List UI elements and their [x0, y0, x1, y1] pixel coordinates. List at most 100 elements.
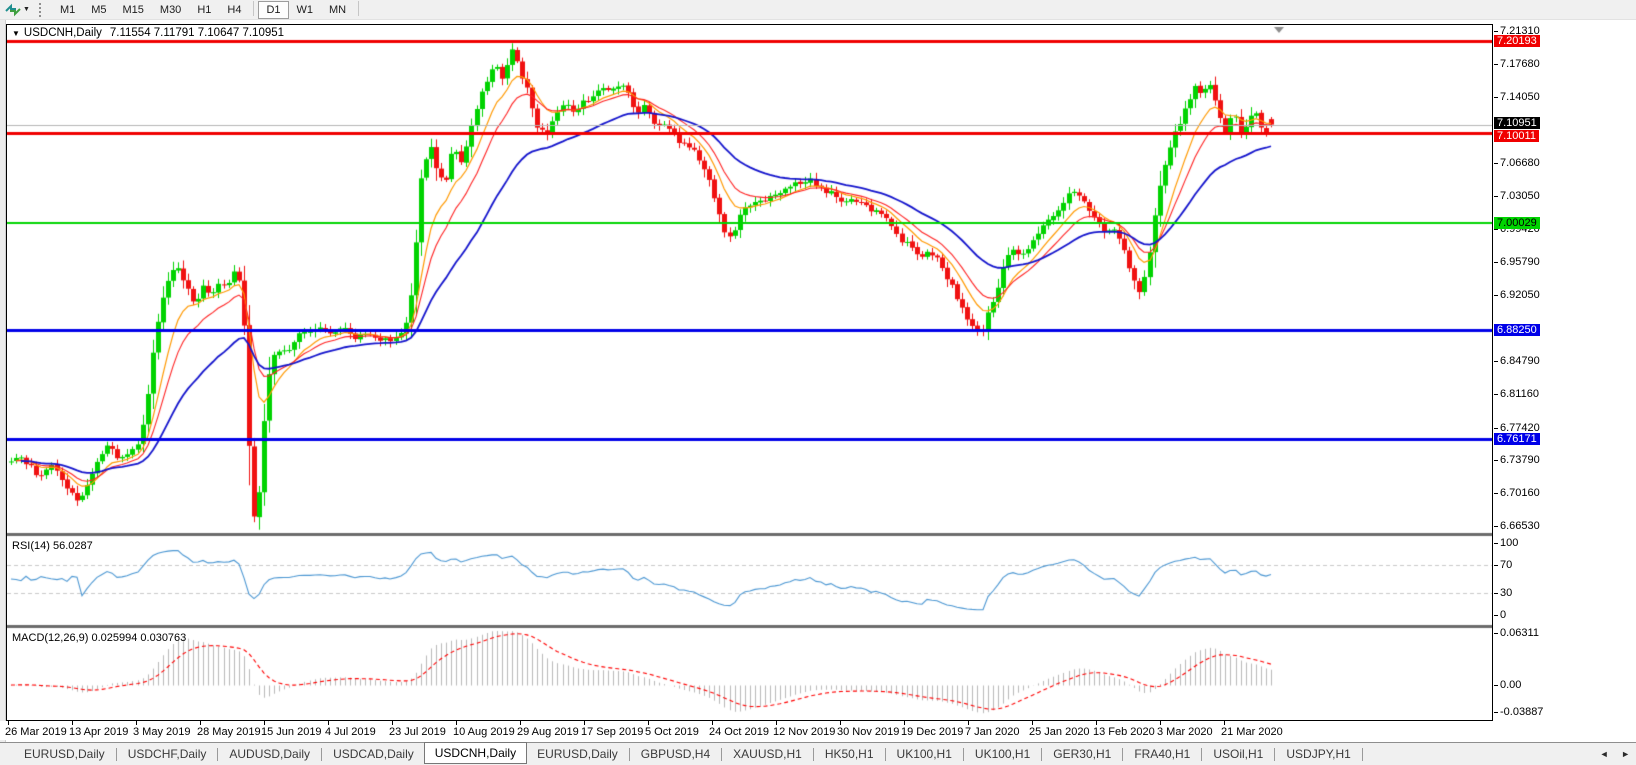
- rsi-axis-label-mark: [1494, 543, 1498, 544]
- rsi-indicator-label: RSI(14) 56.0287: [12, 540, 93, 552]
- tab-separator: [721, 747, 723, 761]
- timeframe-button-m15[interactable]: M15: [122, 4, 144, 16]
- rsi-axis-label-mark: [1494, 593, 1498, 594]
- price-tick-label-mark: [1494, 97, 1498, 98]
- date-tick-mark: [1160, 721, 1161, 725]
- tabs-scroll-right-icon[interactable]: ►: [1621, 749, 1630, 759]
- date-tick-mark: [520, 721, 521, 725]
- date-label: 3 May 2019: [133, 726, 191, 738]
- chart-tab-ger30-h1[interactable]: GER30,H1: [1053, 747, 1112, 761]
- price-tick-label-mark: [1494, 295, 1498, 296]
- rsi-axis-label-mark: [1494, 615, 1498, 616]
- rsi-axis-label: 30: [1500, 587, 1513, 599]
- date-tick-mark: [200, 721, 201, 725]
- rsi-axis-label: 0: [1500, 609, 1507, 621]
- chart-tab-gbpusd-h4[interactable]: GBPUSD,H4: [640, 747, 711, 761]
- rsi-axis-label: 70: [1500, 559, 1513, 571]
- tab-separator: [812, 747, 814, 761]
- chart-tab-audusd-daily[interactable]: AUDUSD,Daily: [229, 747, 311, 761]
- date-tick-mark: [8, 721, 9, 725]
- macd-axis-label-mark: [1494, 633, 1498, 634]
- price-tick-label-mark: [1494, 163, 1498, 164]
- date-tick-mark: [776, 721, 777, 725]
- chart-tab-xauusd-h1[interactable]: XAUUSD,H1: [733, 747, 802, 761]
- date-tick-mark: [648, 721, 649, 725]
- price-tick-label: 6.70160: [1500, 487, 1540, 499]
- date-tick-mark: [328, 721, 329, 725]
- price-tick-label-mark: [1494, 31, 1498, 32]
- toolbar-grip[interactable]: [38, 2, 43, 17]
- tabs-scroll-left-icon[interactable]: ◄: [1599, 749, 1609, 759]
- price-tick-label: 6.84790: [1500, 355, 1540, 367]
- price-badge: 7.10951: [1494, 117, 1540, 129]
- price-tick-label-mark: [1494, 460, 1498, 461]
- price-tick-label-mark: [1494, 229, 1498, 230]
- chart-tabs-bar: EURUSD,Daily USDCHF,Daily AUDUSD,Daily USDC…: [0, 742, 1636, 765]
- timeframe-button-m1[interactable]: M1: [59, 4, 76, 16]
- chart-tab-eurusd-daily[interactable]: EURUSD,Daily: [24, 747, 105, 761]
- toolbar-dropdown-arrow-icon[interactable]: ▼: [23, 6, 30, 13]
- date-tick-mark: [392, 721, 393, 725]
- price-tick-label-mark: [1494, 196, 1498, 197]
- timeframe-button-d1[interactable]: D1: [258, 1, 289, 19]
- price-tick-label: 7.14050: [1500, 91, 1540, 103]
- rsi-axis-label: 100: [1500, 537, 1519, 549]
- date-tick-mark: [136, 721, 137, 725]
- macd-axis-label-mark: [1494, 712, 1498, 713]
- price-axis[interactable]: 7.21310 7.17680 7.14050 7.06680 7.03050 6.994…: [1494, 24, 1636, 740]
- timeframe-buttons: M1 M5 M15 M30 H1 H4 D1 W1 MN: [52, 0, 363, 19]
- chart-tab-hk50-h1[interactable]: HK50,H1: [824, 747, 874, 761]
- price-tick-label: 6.81160: [1500, 388, 1539, 400]
- chart-tab-usoil-h1[interactable]: USOil,H1: [1213, 747, 1264, 761]
- date-label: 30 Nov 2019: [837, 726, 900, 738]
- price-tick-label: 6.77420: [1500, 422, 1540, 434]
- price-tick-label-mark: [1494, 394, 1498, 395]
- timeframe-button-h4[interactable]: H4: [227, 4, 242, 16]
- chart-ohlc-values: 7.11554 7.11791 7.10647 7.10951: [109, 27, 285, 39]
- date-label: 13 Apr 2019: [69, 726, 129, 738]
- tab-separator: [217, 747, 219, 761]
- price-tick-label: 6.66530: [1500, 520, 1540, 532]
- timeframe-button-h1[interactable]: H1: [197, 4, 212, 16]
- timeframe-button-m30[interactable]: M30: [159, 4, 182, 16]
- price-tick-label: 7.03050: [1500, 190, 1540, 202]
- chart-tab-usdcnh-daily[interactable]: USDCNH,Daily: [423, 742, 528, 764]
- date-tick-mark: [1032, 721, 1033, 725]
- chart-tab-usdcad-daily[interactable]: USDCAD,Daily: [333, 747, 414, 761]
- price-badge: 7.20193: [1494, 35, 1540, 47]
- chart-tab-usdchf-daily[interactable]: USDCHF,Daily: [127, 747, 207, 761]
- chart-symbol-label: USDCNH,Daily: [23, 27, 102, 39]
- tab-separator: [115, 747, 117, 761]
- price-chart-canvas[interactable]: [7, 25, 1492, 719]
- tab-separator: [962, 747, 964, 761]
- date-tick-mark: [456, 721, 457, 725]
- chart-tab-eurusd-daily[interactable]: EURUSD,Daily: [537, 747, 618, 761]
- price-tick-label-mark: [1494, 493, 1498, 494]
- price-badge: 7.00029: [1494, 217, 1540, 229]
- chart-title-collapse-icon[interactable]: ▼: [12, 29, 20, 38]
- toolbar-separator: [253, 1, 255, 17]
- date-axis[interactable]: 26 Mar 2019 13 Apr 2019 3 May 2019 28 May 2…: [0, 721, 1493, 740]
- timeframe-button-w1[interactable]: W1: [296, 4, 314, 16]
- date-label: 13 Feb 2020: [1093, 726, 1155, 738]
- date-tick-mark: [1096, 721, 1097, 725]
- chart-tab-uk100-h1[interactable]: UK100,H1: [896, 747, 952, 761]
- price-badge: 6.76171: [1494, 433, 1540, 445]
- window-left-edge: [0, 20, 6, 765]
- date-label: 28 May 2019: [197, 726, 261, 738]
- tab-separator: [1041, 747, 1043, 761]
- tabs-scroll: ◄ ►: [1590, 749, 1630, 759]
- chart-tab-usdjpy-h1[interactable]: USDJPY,H1: [1286, 747, 1351, 761]
- price-badge: 6.88250: [1494, 324, 1540, 336]
- chart-tab-fra40-h1[interactable]: FRA40,H1: [1134, 747, 1191, 761]
- chart-area: ▼ USDCNH,Daily 7.11554 7.11791 7.10647 7.1…: [6, 24, 1493, 721]
- tab-separator: [1274, 747, 1276, 761]
- chart-tab-uk100-h1[interactable]: UK100,H1: [974, 747, 1031, 761]
- timeframe-button-mn[interactable]: MN: [329, 4, 347, 16]
- date-label: 21 Mar 2020: [1221, 726, 1283, 738]
- chart-title: ▼ USDCNH,Daily 7.11554 7.11791 7.10647 7.1…: [12, 27, 284, 39]
- chart-tool-icon[interactable]: [5, 3, 21, 17]
- date-label: 26 Mar 2019: [5, 726, 67, 738]
- timeframe-button-m5[interactable]: M5: [91, 4, 107, 16]
